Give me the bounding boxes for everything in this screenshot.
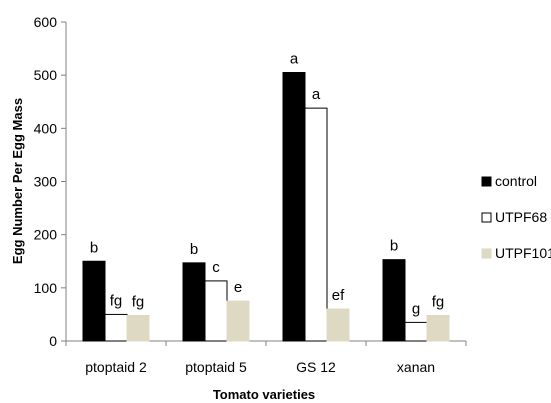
y-tick-label: 300 bbox=[34, 174, 58, 190]
bar bbox=[126, 314, 150, 342]
legend-label: UTPF68 bbox=[495, 209, 547, 225]
y-tick-label: 600 bbox=[34, 14, 58, 30]
significance-label: c bbox=[212, 259, 220, 276]
bar bbox=[204, 280, 228, 342]
bar bbox=[226, 300, 250, 342]
bar bbox=[326, 308, 350, 342]
bar bbox=[104, 313, 128, 342]
bar bbox=[404, 321, 428, 342]
bars bbox=[82, 72, 450, 342]
x-axis-title: Tomato varieties bbox=[213, 387, 315, 402]
y-axis: 0 100 200 300 400 500 600 bbox=[34, 14, 67, 349]
significance-label: b bbox=[390, 238, 398, 255]
y-tick-label: 400 bbox=[34, 120, 58, 136]
significance-label: fg bbox=[132, 293, 145, 310]
significance-label: e bbox=[234, 279, 242, 296]
significance-label: g bbox=[412, 300, 420, 317]
y-tick-label: 200 bbox=[34, 227, 58, 243]
significance-label: ef bbox=[332, 287, 345, 304]
significance-label: a bbox=[312, 86, 321, 103]
x-axis: ptoptaid 2 ptoptaid 5 GS 12 xanan bbox=[65, 340, 467, 375]
bar bbox=[382, 259, 406, 342]
x-tick-labels: ptoptaid 2 ptoptaid 5 GS 12 xanan bbox=[65, 341, 467, 375]
x-tick-label: ptoptaid 5 bbox=[185, 359, 247, 375]
y-tick-label: 100 bbox=[34, 280, 58, 296]
significance-label: b bbox=[90, 239, 98, 256]
y-tick-label: 500 bbox=[34, 67, 58, 83]
bar bbox=[426, 314, 450, 342]
y-tick-labels: 0 100 200 300 400 500 600 bbox=[34, 14, 66, 349]
legend-swatch bbox=[481, 176, 492, 187]
legend: control UTPF68 UTPF101 bbox=[481, 173, 551, 261]
legend-label: UTPF101 bbox=[495, 245, 551, 261]
bar bbox=[282, 72, 306, 342]
bar bbox=[304, 107, 328, 342]
x-tick-label: ptoptaid 2 bbox=[85, 359, 147, 375]
y-axis-title: Egg Number Per Egg Mass bbox=[10, 98, 25, 264]
significance-label: a bbox=[290, 51, 299, 68]
legend-label: control bbox=[495, 173, 537, 189]
significance-label: fg bbox=[432, 293, 445, 310]
y-tick-label: 0 bbox=[49, 333, 57, 349]
bar bbox=[82, 260, 106, 342]
legend-swatch bbox=[481, 212, 492, 223]
significance-label: b bbox=[190, 241, 198, 258]
x-tick-label: GS 12 bbox=[296, 359, 336, 375]
bar bbox=[182, 262, 206, 342]
x-tick-label: xanan bbox=[397, 359, 435, 375]
legend-swatch bbox=[481, 248, 492, 259]
significance-label: fg bbox=[110, 292, 123, 309]
